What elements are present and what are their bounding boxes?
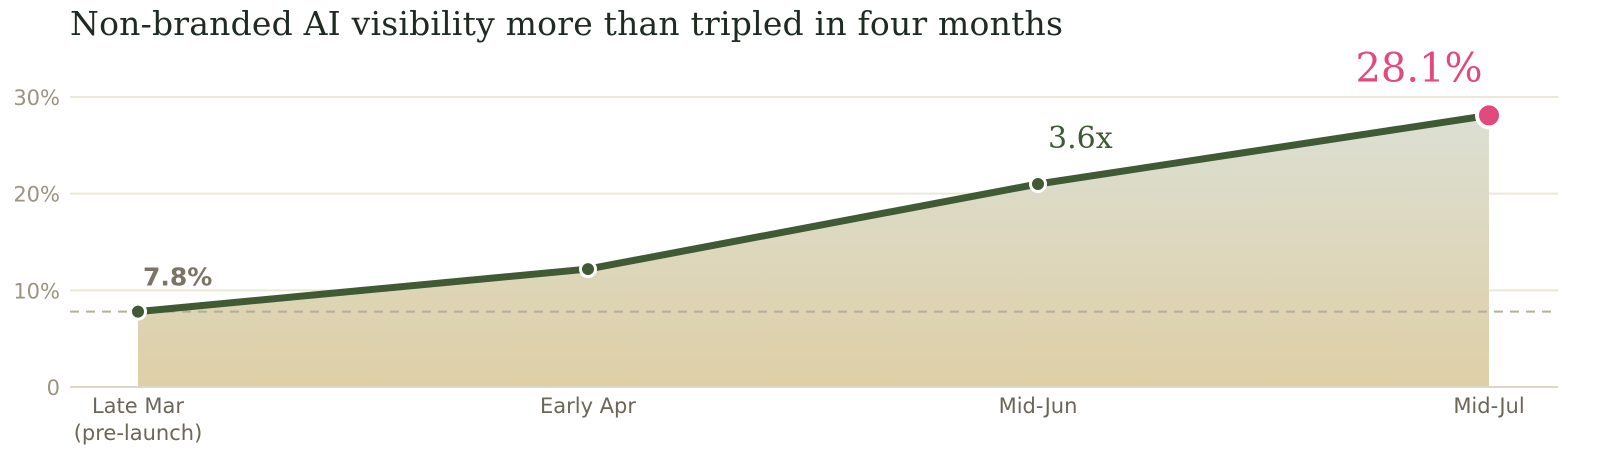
y-tick-label: 30% <box>13 86 60 110</box>
data-point <box>579 260 597 279</box>
x-axis-ticks: Late Mar (pre-launch) Early Apr Mid-Jun Mid-… <box>74 394 1525 445</box>
series-line <box>134 111 1493 316</box>
end-data-point <box>1475 101 1503 130</box>
data-points <box>129 101 1503 321</box>
x-tick-label: Mid-Jul <box>1453 394 1524 418</box>
x-tick-label: Late Mar (pre-launch) <box>74 394 203 445</box>
area-fill <box>138 115 1489 387</box>
multiplier-label: 3.6x <box>1048 121 1113 156</box>
y-axis-ticks: 0 10% 20% 30% <box>13 86 60 400</box>
y-tick-label: 20% <box>13 183 60 207</box>
chart-title: Non-branded AI visibility more than trip… <box>70 4 1064 43</box>
end-value-label: 28.1% <box>1355 45 1482 91</box>
start-value-label: 7.8% <box>143 263 212 292</box>
x-tick-label: Mid-Jun <box>999 394 1078 418</box>
data-point <box>129 302 147 321</box>
y-tick-label: 10% <box>13 279 60 303</box>
y-tick-label: 0 <box>47 376 60 400</box>
data-point <box>1029 175 1047 193</box>
x-tick-label: Early Apr <box>540 394 636 418</box>
